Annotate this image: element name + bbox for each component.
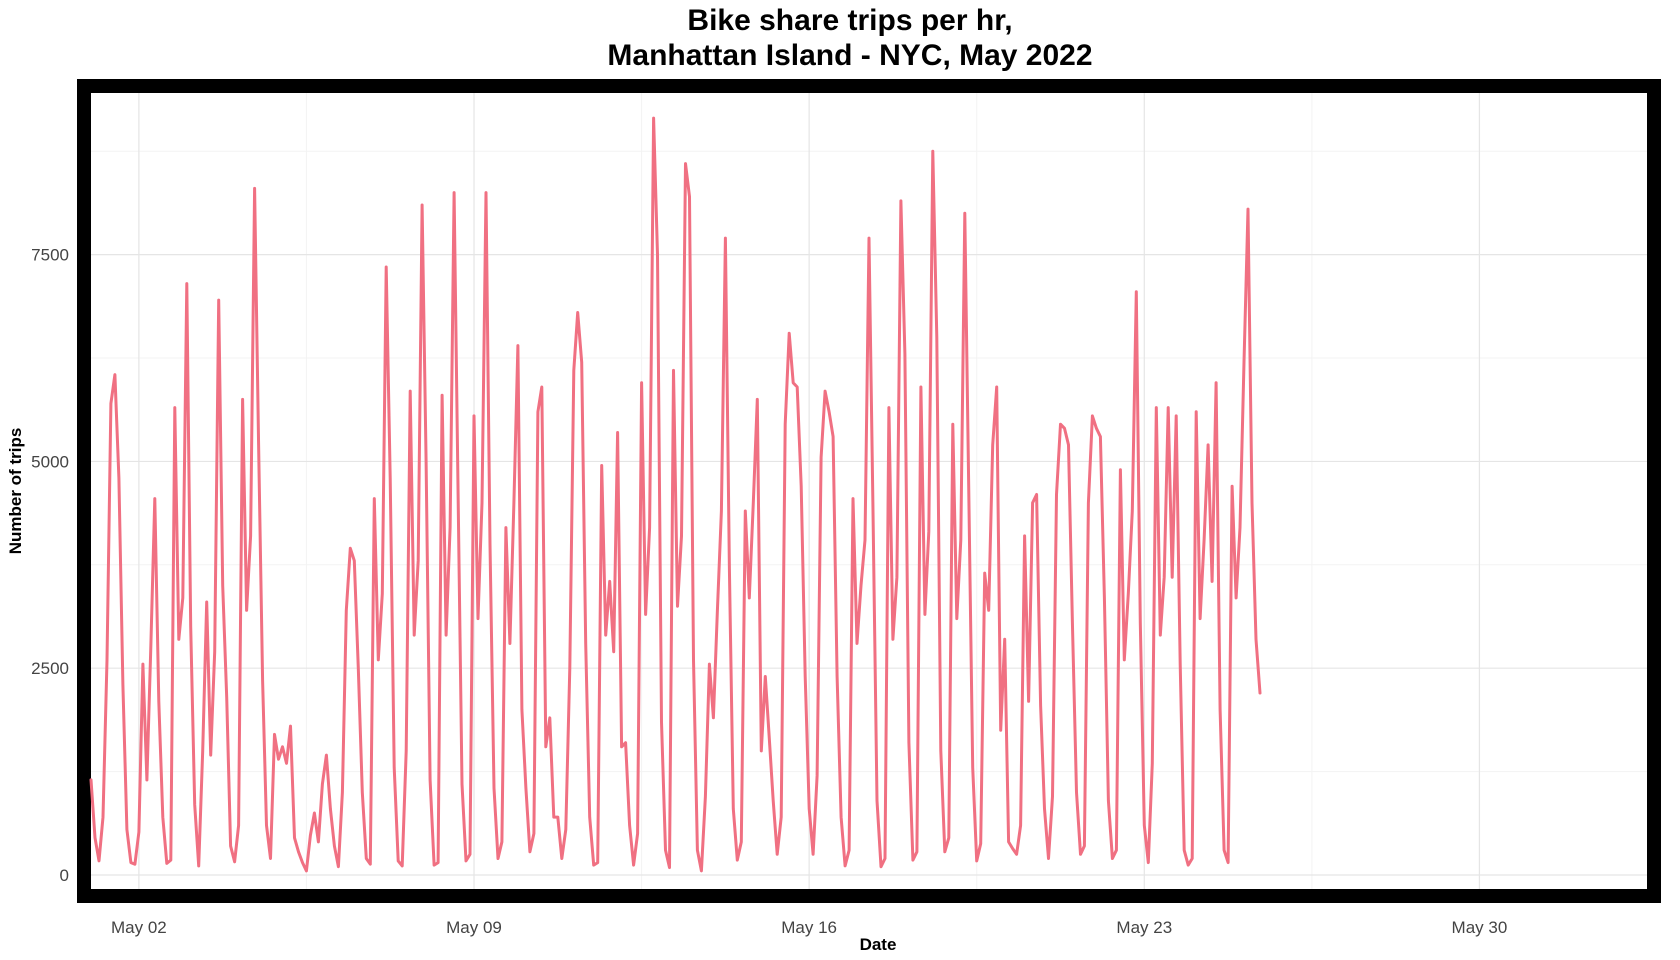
y-tick-label: 2500 [31, 659, 69, 678]
y-axis-title: Number of trips [6, 428, 25, 555]
y-tick-label: 0 [60, 866, 69, 885]
x-axis-ticks: May 02 May 09 May 16 May 23 May 30 [111, 918, 1507, 937]
x-tick-label: May 30 [1452, 918, 1508, 937]
chart-title-line1: Bike share trips per hr, [687, 4, 1012, 37]
y-tick-label: 5000 [31, 452, 69, 471]
x-tick-label: May 16 [781, 918, 837, 937]
y-axis-ticks: 0 2500 5000 7500 [31, 246, 69, 885]
panel-frame [77, 79, 1661, 903]
y-tick-label: 7500 [31, 246, 69, 265]
series-line-0 [89, 116, 1262, 873]
x-tick-label: May 09 [446, 918, 502, 937]
x-axis-title: Date [860, 935, 897, 954]
x-tick-label: May 23 [1116, 918, 1172, 937]
x-tick-label: May 02 [111, 918, 167, 937]
series-layer [89, 116, 1262, 873]
chart-title-line2: Manhattan Island - NYC, May 2022 [607, 39, 1092, 72]
